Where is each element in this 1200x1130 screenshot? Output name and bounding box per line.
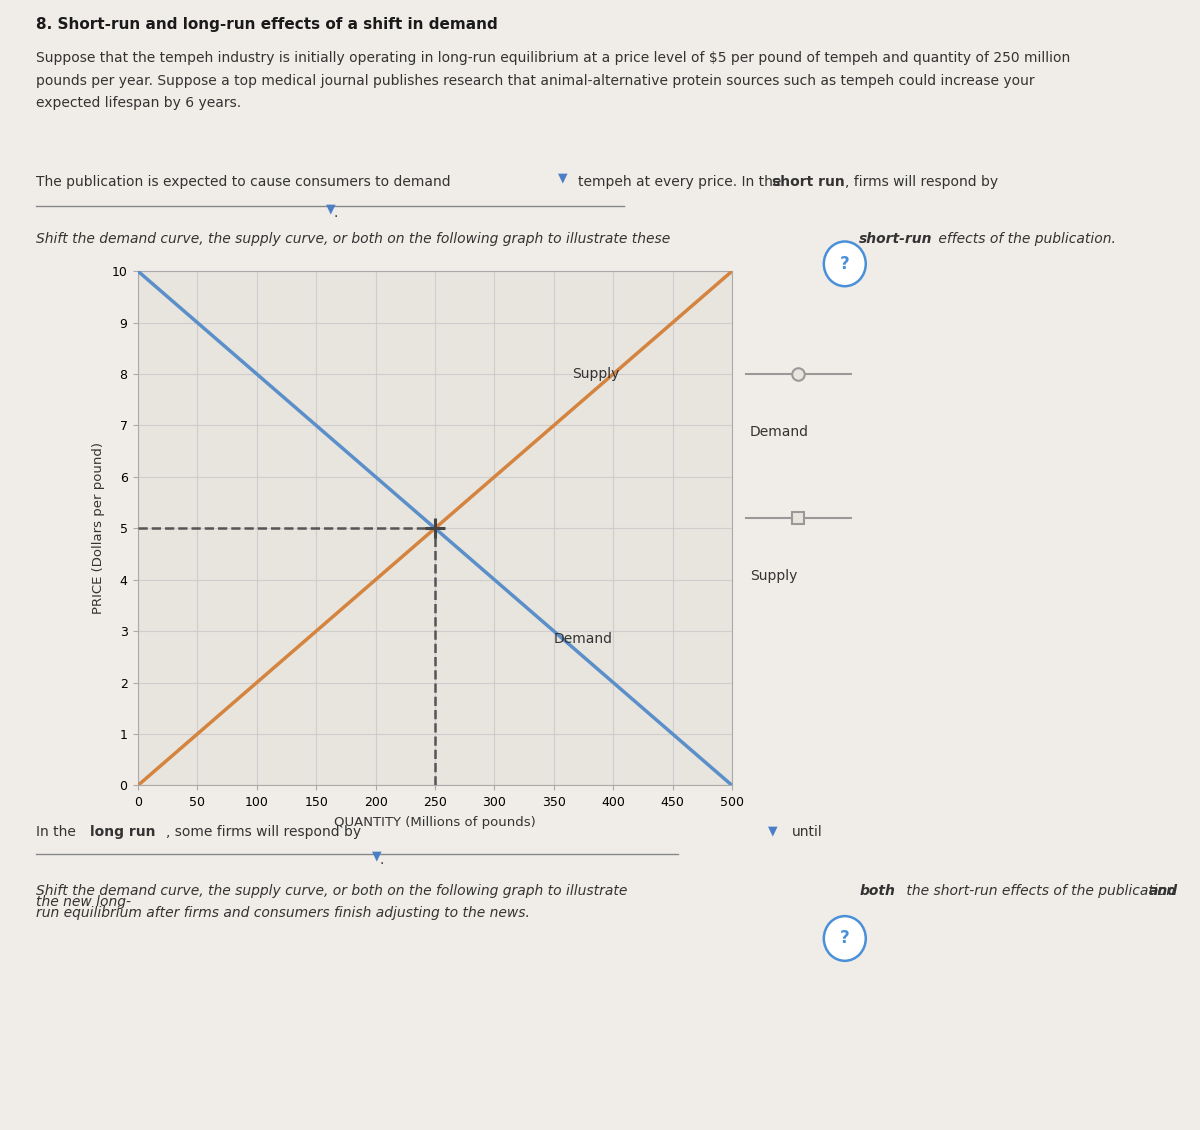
Text: .: . bbox=[379, 853, 384, 867]
Text: .: . bbox=[334, 206, 338, 219]
Circle shape bbox=[824, 916, 865, 960]
Text: , firms will respond by: , firms will respond by bbox=[845, 175, 998, 189]
Text: Shift the demand curve, the supply curve, or both on the following graph to illu: Shift the demand curve, the supply curve… bbox=[36, 884, 631, 897]
Text: run equilibrium after firms and consumers finish adjusting to the news.: run equilibrium after firms and consumer… bbox=[36, 906, 530, 920]
Text: 8. Short-run and long-run effects of a shift in demand: 8. Short-run and long-run effects of a s… bbox=[36, 17, 498, 32]
Text: tempeh at every price. In the: tempeh at every price. In the bbox=[578, 175, 786, 189]
Text: ▼: ▼ bbox=[768, 825, 778, 838]
Text: Demand: Demand bbox=[750, 426, 809, 440]
Text: Suppose that the tempeh industry is initially operating in long-run equilibrium : Suppose that the tempeh industry is init… bbox=[36, 51, 1070, 111]
Text: Demand: Demand bbox=[554, 632, 613, 646]
Text: , some firms will respond by: , some firms will respond by bbox=[166, 825, 361, 838]
Text: and: and bbox=[1148, 884, 1177, 897]
Y-axis label: PRICE (Dollars per pound): PRICE (Dollars per pound) bbox=[91, 442, 104, 615]
Text: ▼: ▼ bbox=[372, 850, 382, 863]
Text: short run: short run bbox=[772, 175, 845, 189]
Text: Shift the demand curve, the supply curve, or both on the following graph to illu: Shift the demand curve, the supply curve… bbox=[36, 232, 674, 245]
Text: ▼: ▼ bbox=[326, 202, 336, 216]
Text: both: both bbox=[859, 884, 895, 897]
Text: ?: ? bbox=[840, 930, 850, 947]
Text: ▼: ▼ bbox=[558, 172, 568, 185]
Text: The publication is expected to cause consumers to demand: The publication is expected to cause con… bbox=[36, 175, 451, 189]
Text: Supply: Supply bbox=[571, 367, 619, 381]
Circle shape bbox=[824, 242, 865, 286]
Text: the short-run effects of the publication: the short-run effects of the publication bbox=[902, 884, 1180, 897]
Text: Supply: Supply bbox=[750, 570, 797, 583]
Text: In the: In the bbox=[36, 825, 80, 838]
Text: effects of the publication.: effects of the publication. bbox=[934, 232, 1116, 245]
Text: the new long-: the new long- bbox=[36, 895, 131, 909]
Text: until: until bbox=[792, 825, 823, 838]
Text: long run: long run bbox=[90, 825, 156, 838]
Text: ?: ? bbox=[840, 255, 850, 272]
X-axis label: QUANTITY (Millions of pounds): QUANTITY (Millions of pounds) bbox=[334, 816, 536, 828]
Text: short-run: short-run bbox=[859, 232, 932, 245]
